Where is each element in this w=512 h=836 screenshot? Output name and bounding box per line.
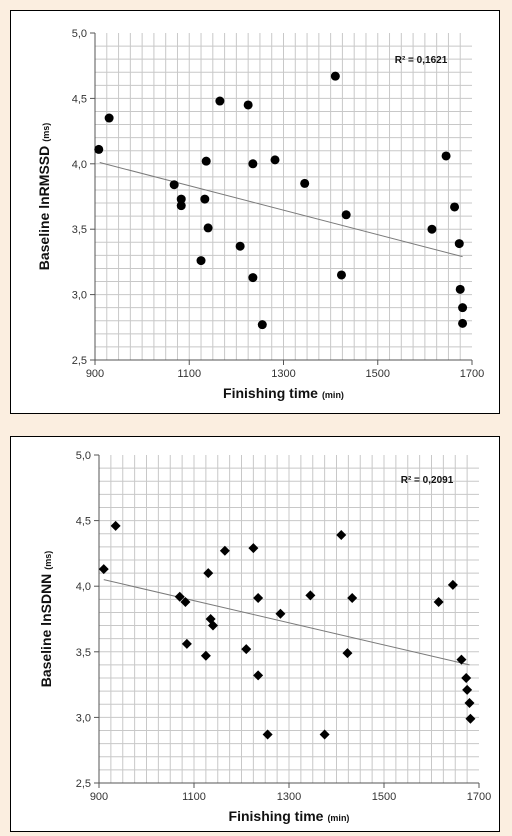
y-axis-title-unit: (ms): [43, 551, 53, 570]
x-tick-label: 1100: [182, 791, 206, 803]
y-axis-title-main: Baseline lnSDNN: [38, 574, 54, 688]
data-point: [262, 729, 273, 740]
x-axis-title-main: Finishing time: [223, 385, 318, 401]
y-tick-label: 4,0: [76, 581, 91, 593]
y-axis-title-main: Baseline lnRMSSD: [36, 146, 52, 270]
r-squared-label: R² = 0,1621: [395, 55, 448, 66]
data-point: [176, 194, 186, 204]
y-tick-label: 3,5: [76, 647, 91, 659]
data-point: [235, 241, 245, 251]
y-axis-title-unit: (ms): [41, 123, 51, 142]
data-point: [447, 579, 458, 590]
y-tick-label: 3,5: [72, 224, 87, 236]
data-point: [215, 96, 225, 106]
data-point: [180, 596, 191, 607]
y-tick-label: 2,5: [76, 778, 91, 790]
data-point: [174, 591, 185, 602]
y-axis-title: Baseline lnSDNN (ms): [38, 551, 54, 688]
y-tick-label: 5,0: [72, 28, 87, 40]
data-point: [461, 673, 472, 684]
data-point: [196, 256, 206, 266]
data-point: [341, 210, 351, 220]
data-point: [330, 71, 340, 81]
trendline: [103, 579, 470, 666]
chart-rmssd: 2,5 3,0 3,5 4,0 4,5 5,0 900 1100 1300 1500 1700 Fin…: [36, 28, 484, 401]
y-axis-title: Baseline lnRMSSD (ms): [36, 123, 52, 271]
data-point: [450, 202, 460, 212]
data-point: [248, 159, 258, 169]
x-axis-title-main: Finishing time: [229, 808, 324, 824]
data-point: [300, 178, 310, 188]
x-tick-label: 1100: [177, 368, 201, 380]
data-point: [104, 113, 114, 123]
y-tick-label: 3,0: [72, 290, 87, 302]
data-point: [319, 729, 330, 740]
chart-sdnn: 2,5 3,0 3,5 4,0 4,5 5,0 900 1100 1300 1500 1700 Fin…: [38, 450, 491, 824]
x-tick-label: 1300: [277, 791, 301, 803]
data-point: [305, 590, 316, 601]
data-point: [441, 151, 451, 161]
x-tick-label: 1500: [366, 368, 390, 380]
r-squared-label: R² = 0,2091: [401, 475, 454, 486]
data-point: [94, 144, 104, 154]
data-point: [253, 670, 264, 681]
data-point: [110, 520, 121, 531]
data-point: [243, 100, 253, 110]
x-tick-label: 1700: [460, 368, 484, 380]
data-point: [219, 545, 230, 556]
x-axis-title-unit: (min): [327, 813, 349, 823]
x-tick-label: 1300: [271, 368, 295, 380]
x-tick-label: 1700: [467, 791, 491, 803]
data-point: [458, 318, 468, 328]
x-axis-title: Finishing time (min): [223, 385, 344, 401]
data-point: [336, 270, 346, 280]
data-point: [347, 593, 358, 604]
data-point: [456, 654, 467, 665]
x-tick-label: 1500: [372, 791, 396, 803]
data-point: [433, 596, 444, 607]
y-tick-label: 5,0: [76, 450, 91, 462]
data-point: [427, 224, 437, 234]
data-point: [257, 320, 267, 330]
data-point: [462, 684, 473, 695]
chart-panel-rmssd: 2,5 3,0 3,5 4,0 4,5 5,0 900 1100 1300 1500 1700 Fin…: [10, 10, 500, 414]
data-point: [98, 564, 109, 575]
data-point: [203, 223, 213, 233]
y-tick-label: 3,0: [76, 712, 91, 724]
data-point: [336, 530, 347, 541]
y-tick-label: 4,0: [72, 159, 87, 171]
y-tick-label: 2,5: [72, 355, 87, 367]
data-point: [248, 273, 258, 283]
data-point: [458, 303, 468, 313]
x-tick-label: 900: [90, 791, 108, 803]
data-point: [253, 593, 264, 604]
data-point: [275, 608, 286, 619]
data-point: [464, 697, 475, 708]
data-point: [200, 194, 210, 204]
trendline: [99, 162, 463, 258]
data-point: [465, 713, 476, 724]
data-point: [455, 284, 465, 294]
data-point: [201, 156, 211, 166]
data-point: [169, 180, 179, 190]
chart-panel-sdnn: 2,5 3,0 3,5 4,0 4,5 5,0 900 1100 1300 1500 1700 Fin…: [10, 436, 500, 832]
y-tick-label: 4,5: [72, 93, 87, 105]
x-axis-title: Finishing time (min): [229, 808, 350, 824]
data-point: [241, 644, 252, 655]
data-point: [342, 648, 353, 659]
data-point: [208, 620, 218, 631]
y-tick-label: 4,5: [76, 516, 91, 528]
data-point: [200, 650, 211, 661]
data-point: [270, 155, 280, 165]
data-point: [248, 543, 259, 554]
data-point: [181, 638, 192, 649]
x-axis-title-unit: (min): [322, 390, 344, 400]
data-point: [454, 239, 464, 249]
data-point: [176, 201, 186, 211]
data-point: [203, 568, 214, 579]
x-tick-label: 900: [86, 368, 104, 380]
